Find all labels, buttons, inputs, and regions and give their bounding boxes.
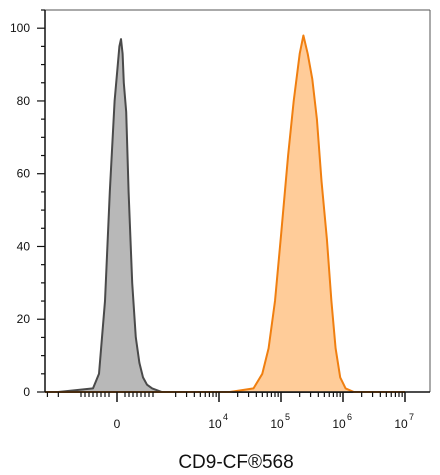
x-tick-label-exponent: 7 — [409, 412, 414, 422]
y-tick-label: 0 — [23, 385, 30, 399]
y-tick-label: 100 — [10, 21, 30, 35]
x-tick-label: 10 4 — [208, 412, 228, 431]
x-tick-label-exponent: 4 — [223, 412, 228, 422]
x-tick-label-exponent: 6 — [347, 412, 352, 422]
y-tick-label: 20 — [17, 312, 31, 326]
x-tick-label: 10 5 — [270, 412, 290, 431]
x-tick-label: 0 — [114, 417, 121, 431]
x-tick-label-exponent: 5 — [285, 412, 290, 422]
series-layer — [45, 34, 405, 393]
y-tick-label: 60 — [17, 167, 31, 181]
y-tick-label: 80 — [17, 94, 31, 108]
x-tick-label-base: 10 — [332, 417, 346, 431]
x-tick-label-base: 0 — [114, 417, 121, 431]
x-tick-label: 10 6 — [332, 412, 352, 431]
x-tick-label-base: 10 — [270, 417, 284, 431]
series-2-area — [45, 35, 405, 392]
x-tick-label-base: 10 — [208, 417, 222, 431]
series-1-outline — [45, 38, 405, 393]
x-axis-label: CD9-CF®568 — [178, 452, 293, 473]
series-2-outline — [45, 34, 405, 393]
x-tick-label-base: 10 — [394, 417, 408, 431]
x-tick-label: 10 7 — [394, 412, 414, 431]
y-tick-label: 40 — [17, 239, 31, 253]
series-1-area — [45, 39, 405, 392]
